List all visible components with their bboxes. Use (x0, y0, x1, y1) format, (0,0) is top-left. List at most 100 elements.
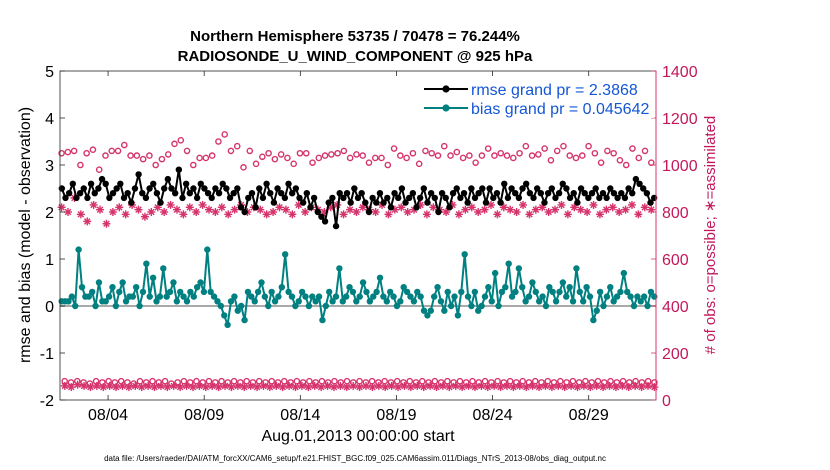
obs-assimilated-point (650, 383, 659, 392)
bias-point (566, 284, 573, 291)
bias-point (390, 293, 397, 300)
obs-assimilated-point (317, 383, 326, 392)
x-tick-label: 08/24 (473, 407, 513, 424)
bias-point (373, 288, 380, 296)
bias-point (546, 284, 553, 291)
obs-assimilated-point (432, 383, 441, 392)
obs-possible-point (497, 149, 505, 157)
obs-possible-point (139, 155, 147, 163)
obs-possible-point (309, 159, 316, 166)
y-left-tick-label: -1 (40, 346, 54, 363)
obs-assimilated-point (297, 381, 306, 390)
obs-possible-point (613, 379, 621, 386)
rmse-point (537, 190, 545, 197)
obs-assimilated-point (429, 203, 438, 212)
obs-possible-point (171, 140, 178, 148)
obs-assimilated-point (208, 381, 217, 390)
rmse-point (405, 194, 413, 202)
rmse-point (552, 194, 559, 202)
rmse-point (544, 190, 552, 197)
bias-point (102, 298, 109, 305)
obs-possible-point (208, 152, 216, 159)
obs-assimilated-point (371, 208, 380, 216)
rmse-point (526, 190, 534, 197)
bias-point (78, 284, 86, 291)
bias-point (295, 298, 302, 305)
x-axis-label: Aug.01,2013 00:00:00 start (261, 428, 455, 445)
bias-point (488, 298, 495, 305)
y-left-tick-label: 4 (45, 111, 54, 128)
bias-point (332, 293, 340, 300)
bias-point (224, 321, 231, 328)
obs-assimilated-point (522, 383, 531, 392)
rmse-point (204, 190, 212, 197)
rmse-point (256, 185, 263, 192)
obs-assimilated-point (147, 208, 156, 216)
obs-assimilated-point (525, 210, 534, 219)
rmse-point (193, 194, 201, 202)
obs-possible-point (572, 154, 580, 162)
bias-point (427, 307, 435, 314)
obs-possible-point (428, 149, 436, 157)
rmse-point (464, 199, 471, 206)
rmse-point (321, 218, 329, 225)
obs-assimilated-point (278, 383, 287, 392)
obs-assimilated-point (352, 208, 361, 216)
obs-assimilated-point (150, 383, 159, 392)
bias-point (319, 316, 326, 324)
rmse-point (614, 194, 621, 202)
bias-point (512, 288, 519, 296)
obs-assimilated-point (336, 381, 345, 390)
bias-point (119, 279, 126, 286)
legend-rmse-label: rmse grand pr = 2.3868 (471, 82, 638, 99)
rmse-point (482, 199, 490, 206)
bias-point (495, 302, 502, 310)
obs-assimilated-point (458, 383, 467, 392)
obs-possible-point (302, 149, 310, 157)
obs-possible-point (635, 154, 643, 162)
bias-series (58, 246, 658, 328)
rmse-point (588, 190, 596, 197)
rmse-point (157, 199, 164, 206)
obs-possible-point (578, 152, 586, 159)
obs-assimilated-point (490, 381, 499, 390)
bias-point (502, 284, 509, 291)
rmse-point (566, 194, 574, 202)
obs-assimilated-point (438, 381, 447, 390)
y-right-tick-label: 1200 (662, 111, 698, 128)
bias-point (573, 265, 580, 272)
bias-point (349, 288, 357, 296)
rmse-point (336, 190, 343, 197)
obs-assimilated-point (64, 208, 73, 216)
rmse-point (164, 175, 172, 183)
rmse-point (471, 194, 479, 202)
bias-point (336, 265, 343, 272)
rmse-point (570, 190, 577, 197)
bias-point (444, 288, 451, 296)
rmse-point (62, 194, 69, 202)
rmse-point (413, 204, 420, 211)
rmse-point (109, 190, 117, 197)
obs-assimilated-point (275, 203, 284, 212)
rmse-point (219, 180, 226, 187)
obs-assimilated-point (172, 205, 181, 214)
obs-assimilated-point (166, 200, 175, 209)
bias-point (481, 293, 489, 300)
rmse-point (197, 180, 204, 187)
bias-point (166, 288, 174, 296)
rmse-point (332, 222, 340, 230)
rmse-point (369, 194, 376, 202)
obs-assimilated-point (560, 383, 569, 392)
obs-assimilated-point (567, 381, 576, 390)
bias-point (519, 284, 526, 291)
bias-point (265, 302, 272, 310)
obs-assimilated-point (163, 383, 172, 392)
obs-assimilated-point (96, 205, 105, 214)
obs-assimilated-point (387, 381, 396, 390)
bias-point (305, 302, 313, 310)
obs-assimilated-point (269, 208, 278, 216)
bias-point (271, 298, 279, 305)
data-file-footer: data file: /Users/raeder/DAI/ATM_forcXX/… (104, 454, 606, 463)
x-tick-label: 08/14 (280, 407, 320, 424)
obs-assimilated-point (198, 200, 207, 209)
